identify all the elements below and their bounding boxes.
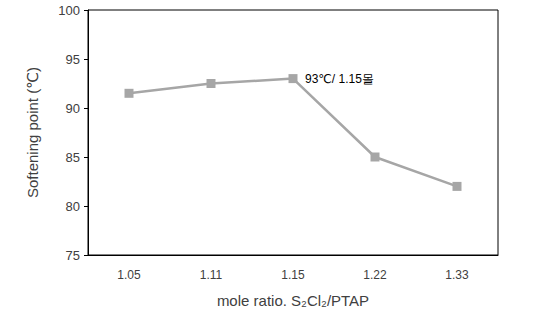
svg-text:1.11: 1.11: [200, 268, 223, 282]
svg-text:80: 80: [66, 199, 80, 214]
svg-text:93℃/ 1.15몰: 93℃/ 1.15몰: [305, 72, 374, 86]
svg-text:1.15: 1.15: [281, 268, 305, 282]
svg-text:100: 100: [58, 3, 80, 18]
svg-text:75: 75: [66, 248, 80, 263]
svg-text:1.33: 1.33: [445, 268, 469, 282]
svg-text:1.22: 1.22: [363, 268, 387, 282]
svg-text:1.05: 1.05: [117, 268, 141, 282]
svg-text:95: 95: [66, 52, 80, 67]
svg-text:85: 85: [66, 150, 80, 165]
svg-text:mole ratio. S₂Cl₂/PTAP: mole ratio. S₂Cl₂/PTAP: [217, 292, 369, 309]
svg-text:Softening point (℃): Softening point (℃): [24, 67, 41, 198]
svg-text:90: 90: [66, 101, 80, 116]
